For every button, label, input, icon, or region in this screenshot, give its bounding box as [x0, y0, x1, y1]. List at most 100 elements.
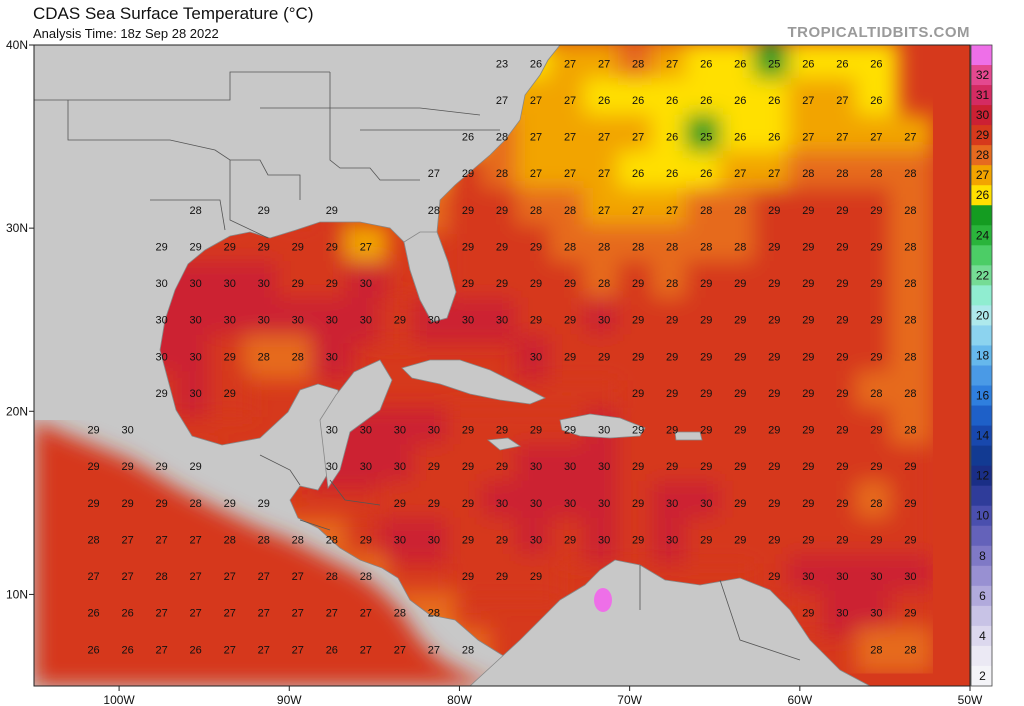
sst-value-label: 26 [87, 608, 99, 620]
sst-value-label: 28 [904, 351, 916, 363]
sst-value-label: 28 [190, 205, 202, 217]
sst-value-label: 26 [802, 58, 814, 70]
sst-value-label: 23 [496, 58, 508, 70]
sst-value-label: 28 [258, 351, 270, 363]
colorbar-swatch [971, 545, 992, 567]
sst-value-label: 30 [224, 278, 236, 290]
lon-tick-label: 90W [277, 693, 302, 706]
sst-value-label: 28 [564, 205, 576, 217]
sst-value-label: 26 [462, 132, 474, 144]
sst-value-label: 29 [700, 351, 712, 363]
sst-value-label: 30 [326, 351, 338, 363]
sst-value-label: 26 [768, 95, 780, 107]
colorbar-label: 29 [976, 128, 990, 142]
sst-value-label: 27 [156, 534, 168, 546]
sst-value-label: 29 [632, 498, 644, 510]
sst-value-label: 29 [462, 278, 474, 290]
sst-value-label: 29 [666, 461, 678, 473]
sst-value-label: 29 [87, 425, 99, 437]
colorbar-label: 22 [976, 268, 990, 282]
sst-value-label: 29 [224, 241, 236, 253]
sst-value-label: 29 [870, 205, 882, 217]
sst-value-label: 29 [394, 315, 406, 327]
sst-value-label: 29 [632, 351, 644, 363]
sst-value-label: 29 [530, 315, 542, 327]
lon-tick-label: 60W [787, 693, 812, 706]
sst-value-label: 29 [768, 461, 780, 473]
sst-value-label: 30 [530, 498, 542, 510]
map-axes: 40N 30N 20N 10N 100W 90W 80W 70W 60W 50W [6, 38, 983, 706]
sst-value-label: 29 [802, 608, 814, 620]
sst-value-label: 27 [530, 168, 542, 180]
sst-value-label: 26 [121, 608, 133, 620]
sst-value-label: 27 [428, 168, 440, 180]
sst-value-label: 26 [700, 58, 712, 70]
colorbar-swatch [971, 285, 992, 306]
sst-value-label: 29 [836, 315, 848, 327]
sst-value-label: 29 [768, 241, 780, 253]
sst-value-label: 25 [768, 58, 780, 70]
sst-value-label: 29 [156, 388, 168, 400]
sst-value-label: 30 [190, 278, 202, 290]
sst-value-label: 29 [700, 315, 712, 327]
sst-value-label: 27 [666, 205, 678, 217]
sst-value-label: 29 [768, 205, 780, 217]
sst-value-label: 29 [156, 498, 168, 510]
colorbar-label: 18 [976, 348, 990, 362]
sst-value-label: 29 [870, 241, 882, 253]
sst-value-label: 27 [632, 205, 644, 217]
colorbar-swatch [971, 505, 992, 527]
sst-value-label: 29 [802, 241, 814, 253]
sst-value-label: 26 [632, 168, 644, 180]
sst-value-label: 28 [428, 205, 440, 217]
sst-value-label: 28 [360, 571, 372, 583]
colorbar-label: 10 [976, 509, 990, 523]
sst-value-label: 29 [190, 241, 202, 253]
sst-value-label: 26 [666, 168, 678, 180]
sst-value-label: 27 [836, 132, 848, 144]
sst-value-label: 28 [394, 608, 406, 620]
sst-value-label: 30 [394, 461, 406, 473]
colorbar-label: 4 [979, 629, 986, 643]
sst-value-label: 30 [836, 571, 848, 583]
sst-value-label: 29 [666, 315, 678, 327]
sst-value-label: 29 [734, 388, 746, 400]
sst-value-label: 28 [802, 168, 814, 180]
sst-value-label: 27 [530, 132, 542, 144]
sst-value-label: 29 [734, 351, 746, 363]
sst-value-label: 29 [836, 205, 848, 217]
sst-value-label: 26 [530, 58, 542, 70]
colorbar-swatch [971, 445, 992, 467]
colorbar-label: 16 [976, 389, 990, 403]
lat-tick-label: 40N [6, 38, 28, 52]
land-masses [34, 45, 871, 686]
sst-value-label: 29 [496, 278, 508, 290]
sst-value-label: 29 [462, 461, 474, 473]
sst-value-label: 29 [632, 425, 644, 437]
sst-value-label: 29 [224, 498, 236, 510]
sst-value-label: 29 [598, 351, 610, 363]
sst-value-label: 29 [836, 351, 848, 363]
sst-value-label: 29 [734, 461, 746, 473]
sst-value-label: 29 [530, 241, 542, 253]
land-florida [403, 231, 457, 323]
sst-value-label: 30 [598, 315, 610, 327]
sst-value-label: 29 [870, 534, 882, 546]
sst-value-label: 26 [836, 58, 848, 70]
sst-value-label: 29 [836, 278, 848, 290]
sst-value-label: 29 [462, 571, 474, 583]
colorbar-swatch [971, 465, 992, 487]
sst-value-label: 27 [224, 571, 236, 583]
sst-value-label: 28 [496, 168, 508, 180]
sst-value-label: 29 [904, 534, 916, 546]
sst-value-label: 30 [598, 534, 610, 546]
sst-value-label: 28 [428, 608, 440, 620]
sst-value-label: 30 [326, 461, 338, 473]
sst-value-label: 29 [700, 278, 712, 290]
sst-value-label: 27 [121, 571, 133, 583]
sst-value-label: 29 [564, 425, 576, 437]
sst-value-label: 28 [156, 571, 168, 583]
sst-value-labels: 23 26 27 27 28 27 26 26 25 26 26 26 27 27 27 26 26 26 26 26… [87, 58, 916, 656]
sst-value-label: 28 [190, 498, 202, 510]
sst-value-label: 29 [870, 461, 882, 473]
